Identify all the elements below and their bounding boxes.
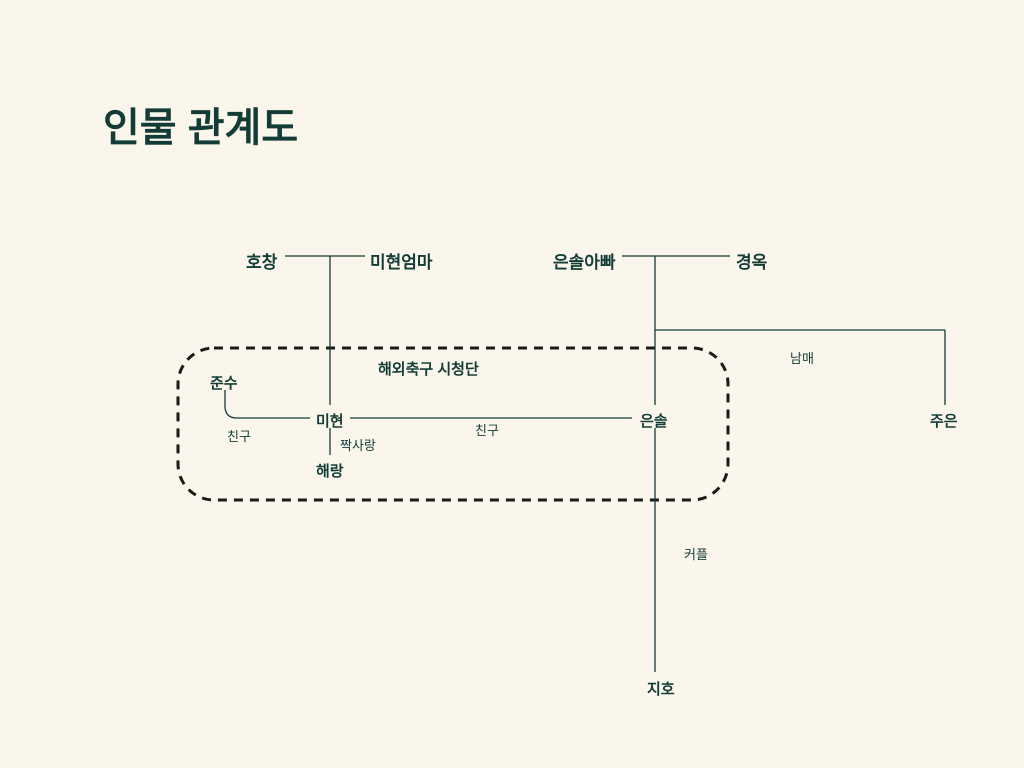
node-jueun: 주은 [930,410,958,431]
node-eunsol: 은솔 [640,410,668,431]
node-jiho: 지호 [647,678,675,699]
edge-label-chingu2: 친구 [475,420,499,439]
edge-label-jjak: 짝사랑 [340,435,376,454]
group-label: 해외축구 시청단 [378,358,479,379]
node-eunsoldad: 은솔아빠 [553,248,616,273]
node-junsu: 준수 [210,372,238,393]
node-haerang: 해랑 [316,460,344,481]
node-hochang: 호창 [246,248,277,273]
page-title: 인물 관계도 [103,95,298,153]
node-gyeongok: 경옥 [736,248,767,273]
edge-label-couple: 커플 [684,544,708,563]
edge-label-nammae: 남매 [790,348,814,367]
edge-line [225,390,310,418]
node-mihyunmom: 미현엄마 [370,248,433,273]
edge-label-chingu1: 친구 [227,426,251,445]
node-mihyun: 미현 [316,410,344,431]
